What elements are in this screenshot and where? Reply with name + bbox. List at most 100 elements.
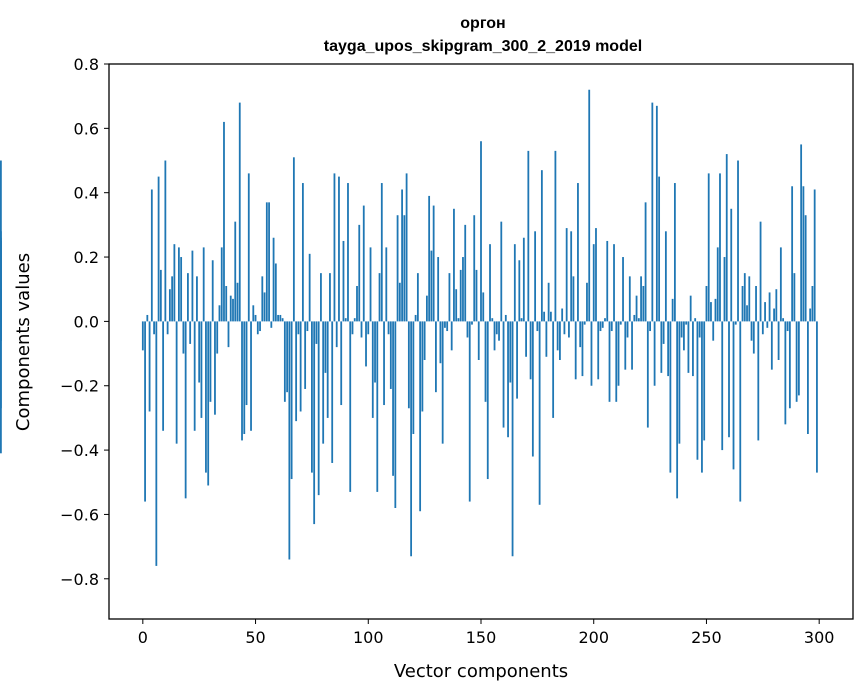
bar xyxy=(371,321,374,418)
bar xyxy=(435,321,437,393)
bar xyxy=(698,321,701,338)
bar xyxy=(599,321,602,332)
bar xyxy=(525,321,527,357)
bar xyxy=(565,228,568,322)
bar xyxy=(180,257,183,322)
bar xyxy=(561,308,564,322)
bar xyxy=(279,314,282,322)
bar xyxy=(338,176,340,322)
bar xyxy=(570,231,573,322)
bar xyxy=(383,321,385,406)
bar xyxy=(779,247,782,322)
bar xyxy=(304,321,307,389)
bar xyxy=(556,321,559,351)
bar xyxy=(588,89,591,322)
bar xyxy=(673,183,676,322)
bar xyxy=(177,247,180,322)
bar xyxy=(265,202,268,322)
bar xyxy=(274,263,277,322)
bar xyxy=(281,318,284,322)
bar xyxy=(800,144,803,322)
bar xyxy=(430,250,433,322)
bar xyxy=(283,321,286,402)
bar xyxy=(360,321,363,338)
bar xyxy=(223,121,225,322)
bar xyxy=(259,321,261,332)
bar xyxy=(604,318,606,322)
bar xyxy=(482,292,485,322)
bar xyxy=(423,321,426,360)
bar xyxy=(498,321,500,341)
bar xyxy=(811,286,814,322)
bar xyxy=(342,240,345,322)
bar xyxy=(326,321,329,418)
bar xyxy=(534,231,537,322)
x-tick-label: 150 xyxy=(466,628,497,647)
bar xyxy=(232,298,234,322)
bar xyxy=(313,321,316,525)
bar xyxy=(225,286,228,322)
bar xyxy=(590,321,593,386)
bar xyxy=(750,321,753,341)
bar xyxy=(389,321,392,389)
bar xyxy=(559,321,561,360)
bar xyxy=(256,321,259,335)
bar xyxy=(773,308,775,322)
bar xyxy=(770,321,773,370)
bar xyxy=(425,295,428,322)
bar xyxy=(606,240,609,322)
bar xyxy=(572,276,575,322)
bar xyxy=(322,321,325,444)
bar xyxy=(471,321,473,325)
bar xyxy=(676,321,679,499)
bar xyxy=(619,321,622,325)
bar xyxy=(705,286,708,322)
bar xyxy=(432,205,435,322)
bar xyxy=(329,273,331,322)
bar xyxy=(746,305,748,322)
bar xyxy=(459,269,462,322)
bar xyxy=(229,295,232,322)
bar xyxy=(320,273,322,322)
bar xyxy=(683,321,685,351)
bar xyxy=(358,224,361,322)
bar xyxy=(448,273,451,322)
bar xyxy=(707,173,710,322)
bar xyxy=(716,247,719,322)
bar xyxy=(768,292,771,322)
bar xyxy=(642,286,645,322)
bar xyxy=(615,321,618,402)
x-tick-label: 100 xyxy=(353,628,384,647)
bar xyxy=(380,183,383,322)
bar xyxy=(788,321,791,409)
y-tick-label: 0.2 xyxy=(74,248,99,267)
bar xyxy=(755,286,757,322)
bar xyxy=(816,321,818,473)
bar xyxy=(633,314,636,322)
bar xyxy=(173,244,176,322)
bar xyxy=(737,160,739,322)
bar xyxy=(719,173,721,322)
bar xyxy=(450,321,453,351)
bars-group xyxy=(0,89,818,566)
bar xyxy=(568,321,570,338)
bar xyxy=(414,314,417,322)
bar xyxy=(536,321,539,332)
plot-frame xyxy=(108,63,854,620)
bar xyxy=(583,321,586,325)
bar xyxy=(608,321,611,402)
bar xyxy=(392,321,394,476)
bar xyxy=(692,321,694,377)
bar xyxy=(554,150,557,322)
bar xyxy=(646,321,649,428)
bar xyxy=(741,286,744,322)
bar xyxy=(761,321,764,335)
bar xyxy=(631,321,633,370)
bar xyxy=(529,321,532,380)
bar xyxy=(622,257,624,322)
bar xyxy=(804,215,807,322)
bar xyxy=(0,321,2,454)
bar xyxy=(227,321,230,348)
bar xyxy=(549,311,552,322)
